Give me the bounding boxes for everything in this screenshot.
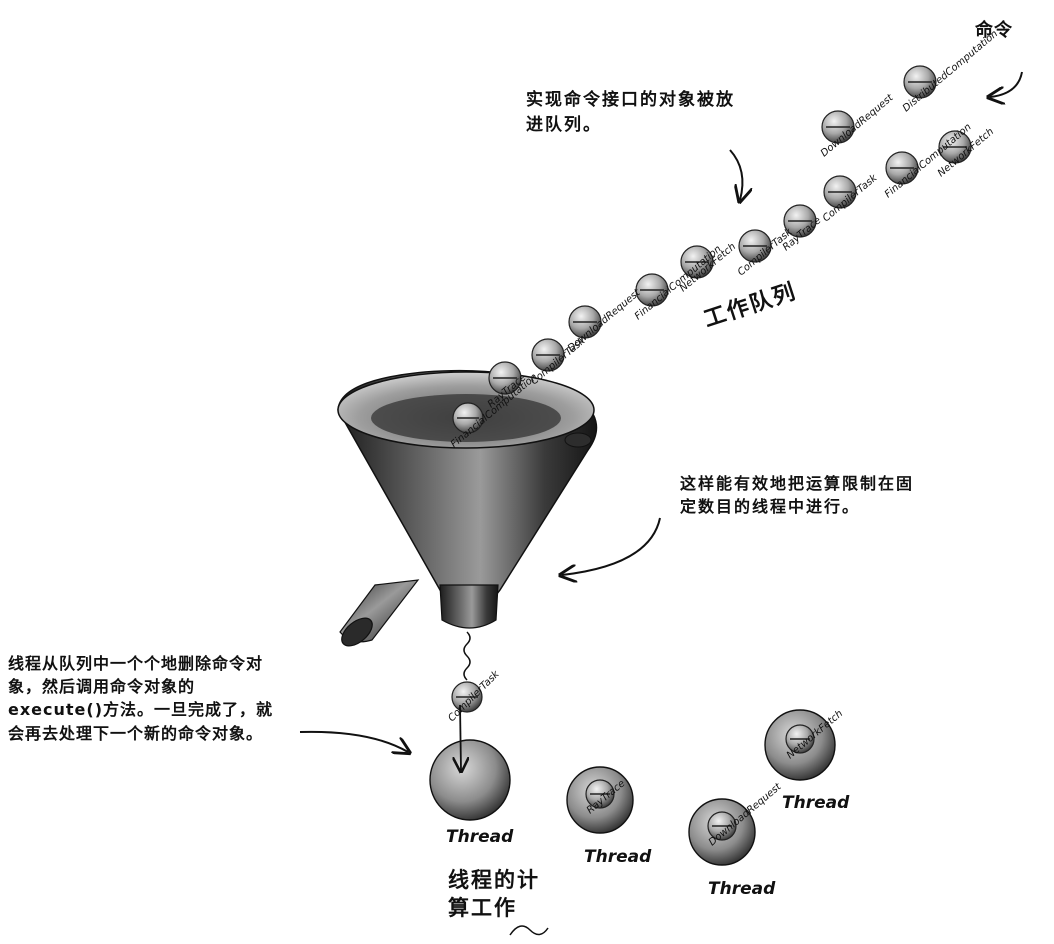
threads: ThreadRayTraceThreadDownloadRequestThrea… — [429, 708, 850, 899]
thread-note-arrow — [299, 730, 408, 752]
objects-queued-note: 实现命令接口的对象被放进队列。 — [526, 90, 735, 135]
thread-label: Thread — [708, 879, 776, 899]
thread: Thread — [429, 739, 514, 847]
thread-note: 线程从队列中一个个地删除命令对象，然后调用命令对象的execute()方法。一旦… — [8, 654, 274, 743]
computation-label: 线程的计算工作 — [448, 868, 540, 921]
dropping-command-object: CompilerTask — [446, 668, 502, 724]
thread-label: Thread — [584, 847, 652, 867]
thread-label: Thread — [782, 793, 850, 813]
limit-note: 这样能有效地把运算限制在固定数目的线程中进行。 — [680, 474, 915, 517]
into-thread-arrow — [460, 704, 461, 770]
queued-arrow — [729, 149, 742, 200]
doodle — [509, 925, 549, 936]
limit-arrow — [562, 517, 661, 575]
command-arrow — [990, 71, 1023, 97]
thread-label: Thread — [446, 827, 514, 847]
queue-item: CompilerTask — [821, 172, 880, 224]
command-label: 命令 — [975, 20, 1013, 41]
queue-item: DownloadRequest — [819, 92, 896, 159]
